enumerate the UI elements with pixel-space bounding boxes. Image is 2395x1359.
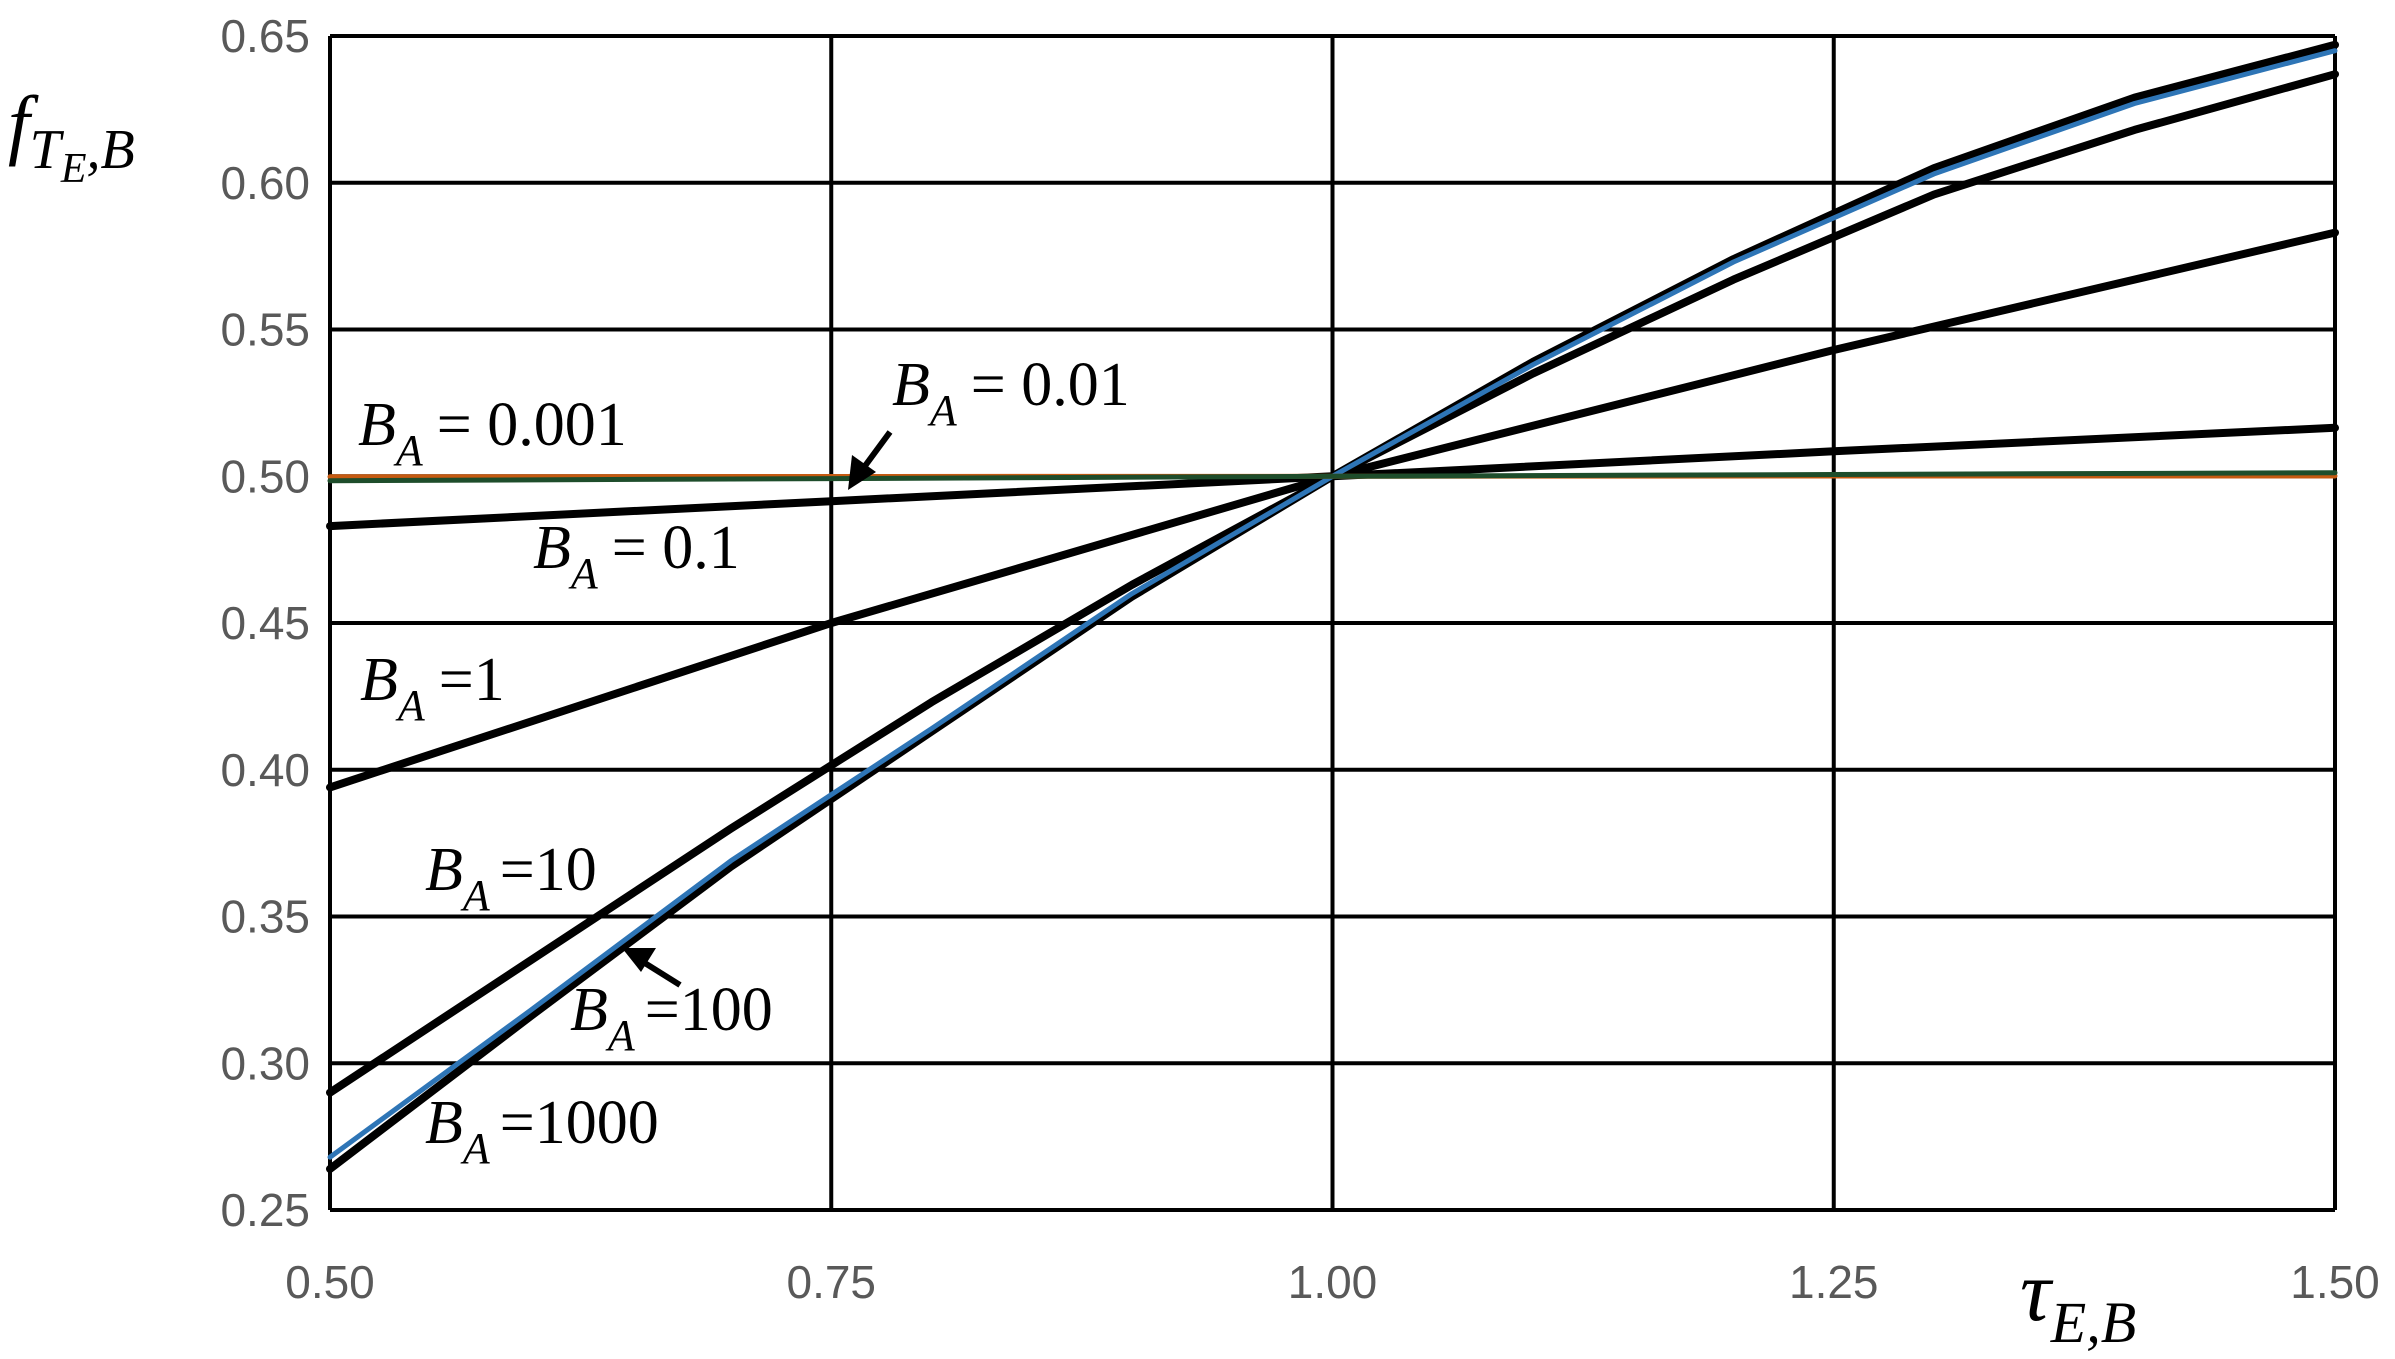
tick-labels: 0.25 0.30 0.35 0.40 0.45 0.50 0.55 0.60 0.65 0.50… bbox=[220, 10, 2379, 1308]
series-line-1 bbox=[327, 470, 2338, 484]
y-tick-label: 0.50 bbox=[220, 450, 310, 502]
x-tick-label: 1.50 bbox=[2290, 1256, 2380, 1308]
y-axis-label: fTE,B bbox=[8, 80, 135, 192]
annotation-ba-1000: BA =1000 bbox=[425, 1089, 659, 1173]
x-tick-label: 0.75 bbox=[786, 1256, 876, 1308]
arrow-ba-100 bbox=[622, 948, 682, 988]
y-tick-label: 0.55 bbox=[220, 304, 310, 356]
annotation-ba-001: BA = 0.01 bbox=[892, 351, 1130, 435]
annotation-ba-01: BA = 0.1 bbox=[533, 514, 740, 598]
series-lines bbox=[326, 40, 2339, 1173]
x-tick-label: 0.50 bbox=[285, 1256, 375, 1308]
y-tick-label: 0.65 bbox=[220, 10, 310, 62]
annotation-ba-100: BA =100 bbox=[570, 976, 773, 1060]
y-tick-label: 0.30 bbox=[220, 1037, 310, 1089]
annotation-ba-0001: BA = 0.001 bbox=[358, 391, 627, 475]
x-axis-label: τE,B bbox=[2020, 1243, 2136, 1355]
x-tick-label: 1.25 bbox=[1789, 1256, 1879, 1308]
y-tick-label: 0.40 bbox=[220, 744, 310, 796]
y-tick-label: 0.35 bbox=[220, 891, 310, 943]
annotation-ba-10: BA =10 bbox=[425, 836, 597, 920]
y-tick-label: 0.60 bbox=[220, 157, 310, 209]
arrow-ba-001 bbox=[848, 430, 893, 490]
y-tick-label: 0.45 bbox=[220, 597, 310, 649]
x-tick-label: 1.00 bbox=[1288, 1256, 1378, 1308]
y-tick-label: 0.25 bbox=[220, 1184, 310, 1236]
annotation-ba-1: BA =1 bbox=[360, 646, 505, 730]
